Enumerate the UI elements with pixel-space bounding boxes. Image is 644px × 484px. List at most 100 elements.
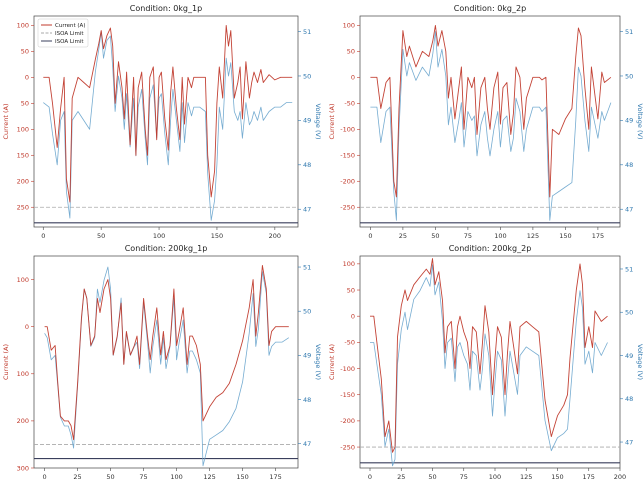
x-tick-label: 100 bbox=[170, 473, 182, 481]
voltage-series-line bbox=[370, 31, 612, 221]
y2-tick-label: 48 bbox=[625, 395, 633, 403]
x-tick-label: 125 bbox=[520, 473, 532, 481]
plot-frame bbox=[33, 15, 299, 228]
x-tick-label: 50 bbox=[97, 232, 105, 240]
plot-frame bbox=[359, 15, 621, 228]
y2-tick-label: 50 bbox=[303, 308, 311, 316]
y2-tick-label: 49 bbox=[303, 117, 311, 125]
y2-tick-label: 50 bbox=[625, 309, 633, 317]
y-tick-label: -250 bbox=[340, 443, 355, 451]
legend-label: ISOA Limit bbox=[55, 31, 84, 37]
x-tick-label: 100 bbox=[153, 232, 165, 240]
y2-tick-label: 49 bbox=[303, 352, 311, 360]
y2-tick-label: 50 bbox=[625, 72, 633, 80]
legend: Current (A) ISOA Limit ISOA Limit bbox=[37, 18, 89, 48]
x-tick-label: 0 bbox=[368, 232, 372, 240]
y2-tick-label: 51 bbox=[625, 265, 633, 273]
y2-tick-label: 49 bbox=[625, 352, 633, 360]
y-tick-label: -100 bbox=[340, 365, 355, 373]
legend-box bbox=[37, 18, 89, 48]
y-tick-label: -50 bbox=[344, 339, 355, 347]
y-tick-label: 200 bbox=[17, 417, 29, 425]
y2-axis-label: Voltage (V) bbox=[314, 104, 322, 140]
y2-tick-label: 49 bbox=[625, 117, 633, 125]
x-tick-label: 25 bbox=[73, 473, 81, 481]
y-tick-label: -100 bbox=[340, 126, 355, 134]
x-tick-label: 175 bbox=[592, 232, 604, 240]
y2-tick-label: 48 bbox=[303, 161, 311, 169]
y-tick-label: 0 bbox=[25, 323, 29, 331]
y-tick-label: 200 bbox=[17, 178, 29, 186]
voltage-series-line bbox=[370, 264, 608, 467]
y2-tick-label: 47 bbox=[625, 206, 633, 214]
y-tick-label: 50 bbox=[347, 48, 355, 56]
y2-tick-label: 48 bbox=[303, 396, 311, 404]
y-tick-label: -250 bbox=[340, 204, 355, 212]
y-tick-label: 100 bbox=[343, 260, 355, 268]
y-tick-label: 250 bbox=[17, 204, 29, 212]
chart-title: Condition: 200kg_1p bbox=[125, 244, 208, 253]
x-tick-label: 100 bbox=[489, 473, 501, 481]
current-series-line bbox=[370, 24, 612, 198]
x-tick-label: 75 bbox=[460, 473, 468, 481]
current-series-line bbox=[44, 264, 289, 441]
y2-tick-label: 51 bbox=[303, 263, 311, 271]
x-tick-label: 150 bbox=[551, 473, 563, 481]
y-tick-label: 0 bbox=[351, 312, 355, 320]
y-tick-label: -200 bbox=[340, 417, 355, 425]
y2-tick-label: 51 bbox=[303, 28, 311, 36]
plot-frame bbox=[33, 255, 299, 469]
x-tick-label: 50 bbox=[106, 473, 114, 481]
x-tick-label: 50 bbox=[431, 232, 439, 240]
y2-tick-label: 47 bbox=[303, 206, 311, 214]
x-tick-label: 150 bbox=[236, 473, 248, 481]
y-tick-label: 100 bbox=[17, 126, 29, 134]
x-tick-label: 25 bbox=[399, 232, 407, 240]
y-tick-label: 100 bbox=[17, 370, 29, 378]
voltage-series-line bbox=[43, 31, 293, 221]
y-axis-label: Current (A) bbox=[2, 104, 10, 140]
y-tick-label: -200 bbox=[340, 178, 355, 186]
legend-label: ISOA Limit bbox=[55, 39, 84, 45]
y-tick-label: 150 bbox=[17, 152, 29, 160]
y2-tick-label: 48 bbox=[625, 161, 633, 169]
y-axis-label: Current (A) bbox=[2, 344, 10, 380]
y2-tick-label: 50 bbox=[303, 72, 311, 80]
x-tick-label: 150 bbox=[559, 232, 571, 240]
y-tick-label: 0 bbox=[351, 74, 355, 82]
chart-panel-4: Condition: 200kg_2p 0 25 50 75 100 125 150 175 20… bbox=[328, 244, 644, 481]
y-tick-label: 100 bbox=[17, 22, 29, 30]
chart-panel-1: Condition: 0kg_1p 0 50 100 150 200 100 50 0 50 100… bbox=[2, 4, 322, 240]
y2-axis-label: Voltage (V) bbox=[636, 104, 644, 140]
chart-title: Condition: 0kg_1p bbox=[130, 4, 202, 13]
y-axis-label: Current (A) bbox=[328, 104, 336, 140]
x-tick-label: 75 bbox=[139, 473, 147, 481]
chart-title: Condition: 200kg_2p bbox=[449, 244, 532, 253]
chart-panel-3: Condition: 200kg_1p 0 25 50 75 100 125 150 175 10… bbox=[2, 244, 322, 481]
y-axis-label: Current (A) bbox=[328, 344, 336, 380]
x-tick-label: 200 bbox=[269, 232, 281, 240]
plot-area bbox=[360, 24, 620, 224]
plot-area bbox=[34, 24, 298, 224]
x-tick-label: 0 bbox=[41, 232, 45, 240]
y-tick-label: 100 bbox=[343, 22, 355, 30]
x-tick-label: 125 bbox=[527, 232, 539, 240]
y-tick-label: -150 bbox=[340, 391, 355, 399]
y-tick-label: 100 bbox=[17, 276, 29, 284]
y-tick-label: 300 bbox=[17, 464, 29, 472]
plot-area bbox=[34, 264, 298, 467]
y2-axis-label: Voltage (V) bbox=[636, 344, 644, 380]
x-tick-label: 175 bbox=[583, 473, 595, 481]
x-tick-label: 200 bbox=[614, 473, 626, 481]
x-tick-label: 0 bbox=[368, 473, 372, 481]
plot-area bbox=[360, 258, 620, 467]
current-series-line bbox=[43, 24, 293, 203]
plot-frame bbox=[359, 255, 621, 469]
voltage-series-line bbox=[44, 266, 290, 467]
y2-axis-label: Voltage (V) bbox=[314, 344, 322, 380]
current-series-line bbox=[370, 258, 608, 453]
y2-tick-label: 51 bbox=[625, 28, 633, 36]
chart-panel-2: Condition: 0kg_2p 0 25 50 75 100 125 150 175 100 5… bbox=[328, 4, 644, 240]
legend-label: Current (A) bbox=[55, 23, 85, 29]
